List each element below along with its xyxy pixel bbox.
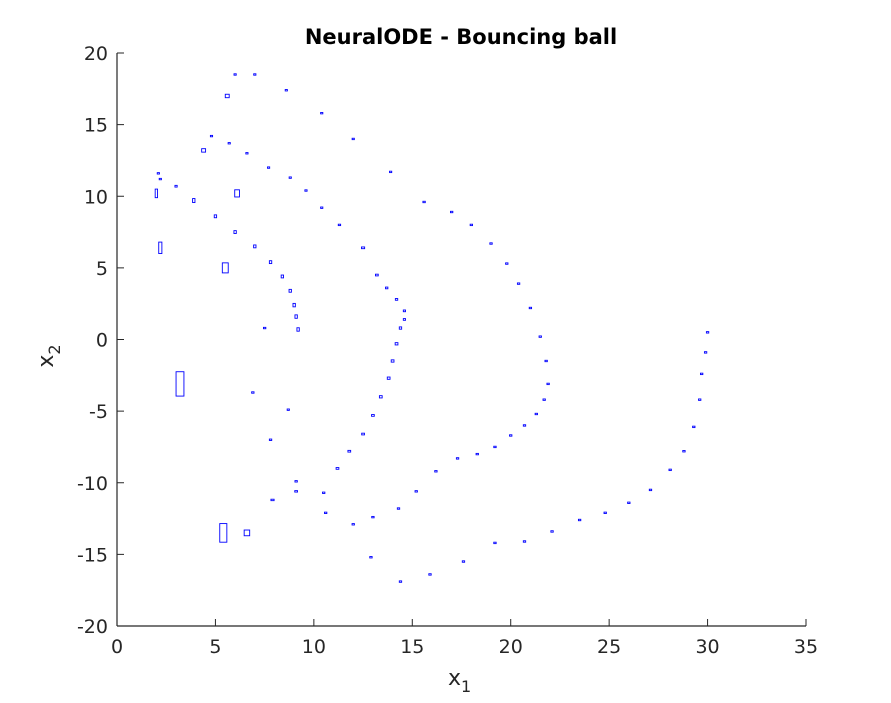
y-tick-label: 5	[96, 258, 108, 280]
y-axis-label-subscript: 2	[45, 344, 64, 354]
x-tick-label: 35	[794, 636, 818, 658]
y-tick-label: 20	[84, 43, 108, 65]
x-tick-label: 30	[695, 636, 719, 658]
x-tick-label: 0	[111, 636, 123, 658]
chart-title: NeuralODE - Bouncing ball	[305, 25, 617, 49]
y-tick-label: -10	[77, 473, 108, 495]
x-tick-label: 20	[499, 636, 523, 658]
y-tick-label: -15	[77, 544, 108, 566]
y-tick-label: -20	[77, 616, 108, 638]
y-tick-label: -5	[89, 401, 108, 423]
x-tick-label: 25	[597, 636, 621, 658]
x-tick-label: 5	[209, 636, 221, 658]
x-axis-label-base: x	[448, 666, 461, 691]
y-tick-label: 15	[84, 115, 108, 137]
y-axis-label-base: x	[34, 355, 59, 368]
y-tick-label: 10	[84, 186, 108, 208]
x-tick-label: 15	[400, 636, 424, 658]
x-tick-label: 10	[302, 636, 326, 658]
y-tick-label: 0	[96, 330, 108, 352]
x-axis-label-subscript: 1	[461, 677, 471, 696]
